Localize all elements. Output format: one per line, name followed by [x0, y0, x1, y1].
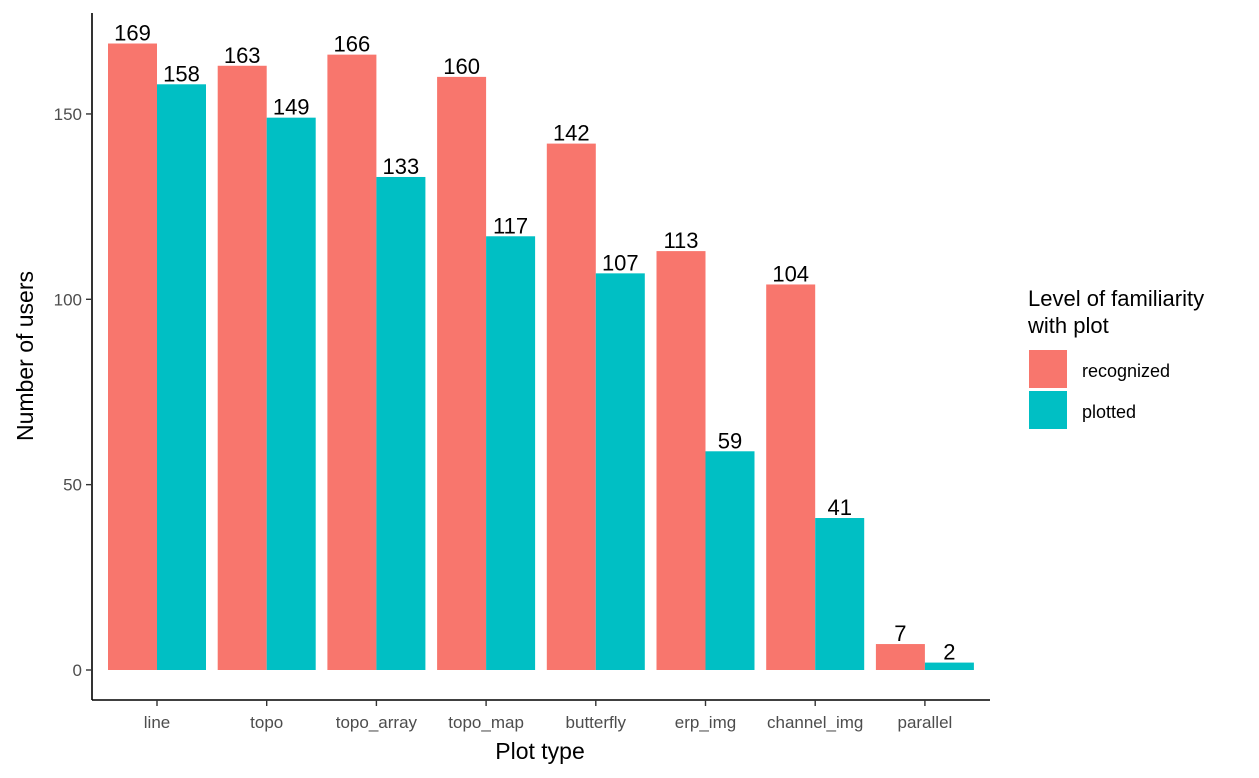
y-tick-label-50: 50: [63, 476, 82, 495]
x-tick-label-topo: topo: [250, 713, 283, 732]
legend-swatch-plotted: [1029, 391, 1067, 429]
bar-topo-map-recognized: [437, 76, 487, 670]
y-tick-label-100: 100: [54, 290, 82, 309]
y-ticks: 0 50 100 150: [54, 105, 92, 680]
data-label-topo-plotted: 149: [273, 95, 310, 120]
x-tick-label-butterfly: butterfly: [566, 713, 627, 732]
legend: Level of familiarity with plot recognize…: [1027, 286, 1204, 429]
bar-line-recognized: [108, 43, 157, 671]
x-tick-label-topo-map: topo_map: [448, 713, 524, 732]
data-label-channel-img-plotted: 41: [827, 495, 851, 520]
legend-title-line-2: with plot: [1027, 313, 1109, 338]
y-tick-label-0: 0: [73, 661, 82, 680]
x-tick-label-parallel: parallel: [897, 713, 952, 732]
y-axis-title: Number of users: [12, 271, 38, 441]
bars-layer: [108, 43, 974, 671]
bar-butterfly-plotted: [595, 273, 645, 670]
bar-butterfly-recognized: [546, 143, 596, 670]
bar-topo-array-recognized: [327, 54, 377, 670]
bar-channel-img-plotted: [815, 518, 865, 670]
bar-topo-recognized: [217, 65, 267, 670]
data-label-line-plotted: 158: [163, 61, 200, 86]
x-tick-label-topo-array: topo_array: [336, 713, 418, 732]
data-label-butterfly-plotted: 107: [602, 250, 639, 275]
bar-erp-img-recognized: [656, 251, 706, 670]
x-ticks: line topo topo_array topo_map butterfly erp_i…: [144, 700, 952, 732]
x-axis-title: Plot type: [495, 738, 585, 764]
data-label-line-recognized: 169: [114, 21, 151, 46]
bar-channel-img-recognized: [766, 284, 816, 670]
data-label-channel-img-recognized: 104: [772, 261, 809, 286]
x-tick-label-channel-img: channel_img: [767, 713, 863, 732]
bar-topo-array-plotted: [376, 176, 426, 670]
data-label-erp-img-plotted: 59: [718, 428, 742, 453]
legend-title-line-1: Level of familiarity: [1028, 286, 1204, 311]
data-label-parallel-recognized: 7: [894, 621, 906, 646]
bar-erp-img-plotted: [705, 451, 755, 670]
bar-parallel-plotted: [924, 662, 974, 670]
legend-label-recognized: recognized: [1082, 361, 1170, 381]
x-tick-label-line: line: [144, 713, 170, 732]
x-tick-label-erp-img: erp_img: [675, 713, 736, 732]
bar-parallel-recognized: [875, 644, 925, 670]
data-labels-layer: 169 158 163 149 166 133 160 117 142 107 113 59 104 41…: [114, 21, 955, 665]
bar-topo-map-plotted: [486, 236, 536, 670]
data-label-parallel-plotted: 2: [943, 640, 955, 665]
legend-label-plotted: plotted: [1082, 402, 1136, 422]
data-label-topo-array-recognized: 166: [334, 32, 371, 57]
data-label-butterfly-recognized: 142: [553, 121, 590, 146]
data-label-topo-map-recognized: 160: [443, 54, 480, 79]
bar-line-plotted: [157, 84, 206, 670]
data-label-topo-recognized: 163: [224, 43, 261, 68]
data-label-topo-map-plotted: 117: [493, 213, 528, 238]
data-label-erp-img-recognized: 113: [663, 228, 698, 253]
bar-topo-plotted: [266, 117, 316, 671]
y-tick-label-150: 150: [54, 105, 82, 124]
data-label-topo-array-plotted: 133: [383, 154, 420, 179]
legend-swatch-recognized: [1029, 350, 1067, 388]
